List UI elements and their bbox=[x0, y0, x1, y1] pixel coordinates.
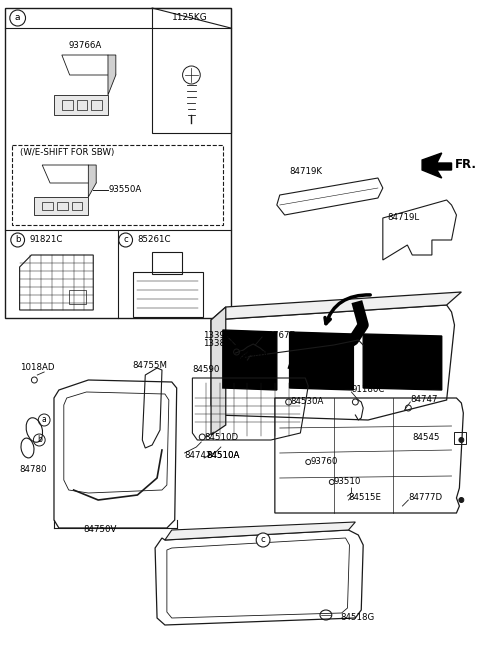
Text: c: c bbox=[261, 536, 265, 545]
Text: 1338AC: 1338AC bbox=[203, 339, 237, 348]
Text: 84530A: 84530A bbox=[290, 398, 324, 406]
Text: b: b bbox=[15, 235, 21, 244]
Text: FR.: FR. bbox=[455, 159, 477, 172]
Bar bbox=[5, 8, 231, 318]
Text: 84510A: 84510A bbox=[206, 450, 240, 460]
Polygon shape bbox=[108, 55, 116, 95]
Text: 85261C: 85261C bbox=[137, 235, 171, 244]
Polygon shape bbox=[165, 522, 355, 540]
Bar bbox=[72, 202, 83, 210]
Text: 84510D: 84510D bbox=[204, 432, 238, 441]
Text: 84755M: 84755M bbox=[132, 361, 168, 369]
Circle shape bbox=[256, 533, 270, 547]
Polygon shape bbox=[88, 165, 96, 197]
Polygon shape bbox=[223, 330, 277, 390]
Text: 84719L: 84719L bbox=[388, 213, 420, 222]
Text: 84515E: 84515E bbox=[348, 493, 382, 502]
Text: 84510A: 84510A bbox=[206, 450, 240, 460]
Polygon shape bbox=[211, 307, 226, 435]
Text: 84777D: 84777D bbox=[408, 493, 443, 502]
Text: 84747: 84747 bbox=[184, 452, 212, 460]
Text: 93550A: 93550A bbox=[109, 185, 142, 194]
Circle shape bbox=[459, 437, 464, 443]
Polygon shape bbox=[289, 332, 353, 390]
Polygon shape bbox=[363, 334, 442, 390]
Text: (W/E-SHIFT FOR SBW): (W/E-SHIFT FOR SBW) bbox=[20, 148, 114, 157]
Text: 1018AD: 1018AD bbox=[20, 363, 54, 372]
Polygon shape bbox=[211, 305, 455, 420]
Text: 1125KG: 1125KG bbox=[172, 14, 207, 23]
Text: 93510: 93510 bbox=[334, 478, 361, 486]
Polygon shape bbox=[35, 197, 88, 215]
Bar bbox=[42, 202, 53, 210]
Bar bbox=[69, 290, 86, 304]
Circle shape bbox=[459, 497, 464, 502]
Text: 84719K: 84719K bbox=[289, 168, 323, 177]
Polygon shape bbox=[422, 153, 452, 178]
Text: 93766A: 93766A bbox=[69, 40, 102, 49]
Polygon shape bbox=[62, 55, 116, 75]
Text: a: a bbox=[42, 415, 47, 424]
Text: 84747: 84747 bbox=[410, 395, 438, 404]
Text: 84780: 84780 bbox=[20, 465, 47, 474]
Bar bbox=[57, 202, 68, 210]
Text: 1339CC: 1339CC bbox=[203, 330, 237, 339]
Text: 91821C: 91821C bbox=[29, 235, 63, 244]
Polygon shape bbox=[42, 165, 96, 183]
Polygon shape bbox=[54, 95, 108, 115]
Bar bbox=[91, 100, 102, 110]
Text: 84518G: 84518G bbox=[341, 612, 375, 621]
Bar bbox=[152, 252, 181, 274]
Bar bbox=[455, 432, 466, 444]
Text: 84545: 84545 bbox=[412, 434, 440, 443]
Bar bbox=[12, 145, 223, 225]
Bar bbox=[152, 8, 231, 133]
Text: 84767D: 84767D bbox=[262, 330, 296, 339]
Text: a: a bbox=[15, 14, 21, 23]
Bar bbox=[62, 100, 72, 110]
Text: 84546C: 84546C bbox=[239, 352, 272, 361]
Text: b: b bbox=[37, 436, 42, 445]
Text: c: c bbox=[123, 235, 128, 244]
Text: 84590: 84590 bbox=[192, 365, 220, 374]
Text: 91180C: 91180C bbox=[351, 385, 385, 395]
Text: 84750V: 84750V bbox=[84, 525, 117, 534]
Bar bbox=[77, 100, 87, 110]
Polygon shape bbox=[211, 292, 461, 320]
Text: 93760: 93760 bbox=[310, 458, 337, 467]
Bar bbox=[132, 272, 203, 317]
